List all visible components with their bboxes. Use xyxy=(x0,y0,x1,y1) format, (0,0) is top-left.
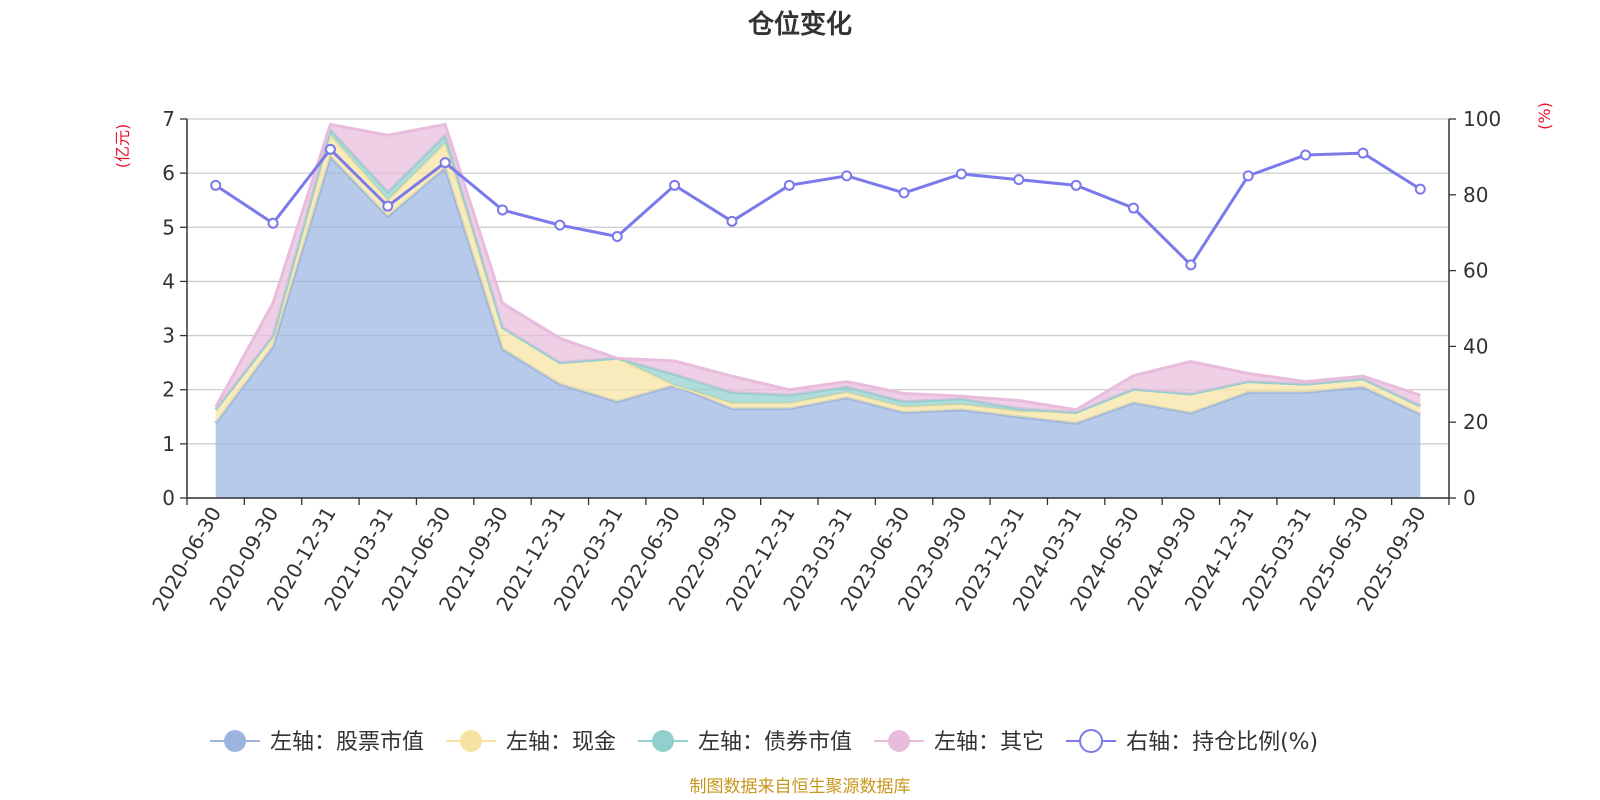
ratio-point xyxy=(1414,183,1426,195)
ratio-point xyxy=(898,187,910,199)
ratio-line-path xyxy=(214,147,1422,268)
legend-marker-icon xyxy=(1079,729,1104,753)
ratio-point xyxy=(841,170,853,182)
legend-label: 左轴：现金 xyxy=(506,730,616,755)
left-tick-label: 1 xyxy=(162,432,175,456)
ratio-point xyxy=(210,179,222,191)
left-tick-label: 3 xyxy=(162,324,175,348)
area-series-1 xyxy=(215,156,1421,498)
ratio-point xyxy=(382,200,394,212)
legend-label: 左轴：其它 xyxy=(934,730,1044,755)
right-tick-label: 80 xyxy=(1463,183,1488,207)
right-tick-label: 20 xyxy=(1463,410,1488,434)
ratio-point xyxy=(439,157,451,169)
ratio-point xyxy=(955,168,967,180)
area-edge-series-3 xyxy=(214,126,1421,414)
right-tick-label: 60 xyxy=(1463,259,1488,283)
chart-title: 仓位变化 xyxy=(747,9,852,40)
area-series-4 xyxy=(215,124,1421,413)
legend-item-3[interactable]: 左轴：债券市值 xyxy=(638,730,852,755)
holding-ratio-line xyxy=(210,143,1426,271)
left-tick-label: 5 xyxy=(162,215,175,239)
ratio-point xyxy=(1185,259,1197,271)
ratio-point xyxy=(554,219,566,231)
ratio-point xyxy=(1070,179,1082,191)
area-edge-series-4 xyxy=(214,122,1421,412)
legend-item-2[interactable]: 左轴：现金 xyxy=(446,730,616,755)
right-tick-label: 40 xyxy=(1463,334,1488,358)
ratio-point xyxy=(611,230,623,242)
right-tick-label: 0 xyxy=(1463,486,1476,510)
ratio-point xyxy=(1128,202,1139,214)
legend-label: 右轴：持仓比例(%) xyxy=(1126,730,1318,755)
ratio-point xyxy=(1013,174,1025,186)
area-series-2 xyxy=(215,135,1421,424)
stacked-areas xyxy=(214,122,1421,498)
left-tick-label: 4 xyxy=(162,269,175,293)
ratio-point xyxy=(497,204,508,216)
left-tick-label: 6 xyxy=(162,161,175,185)
legend-marker-icon xyxy=(652,730,675,752)
left-axis-unit: (亿元) xyxy=(113,124,132,169)
ratio-point xyxy=(783,179,795,191)
legend-marker-icon xyxy=(224,730,246,752)
left-tick-label: 7 xyxy=(162,107,175,131)
legend: 左轴：股票市值 左轴：现金 左轴：债券市值 左轴：其它 右轴：持仓比例(%) xyxy=(210,729,1318,755)
ratio-point xyxy=(267,217,279,229)
ratio-point xyxy=(1357,147,1369,159)
legend-marker-icon xyxy=(460,730,483,752)
ratio-point xyxy=(1242,170,1254,182)
right-tick-label: 100 xyxy=(1463,107,1501,131)
right-axis-unit: (%) xyxy=(1535,102,1554,130)
ratio-point xyxy=(324,143,336,155)
legend-item-4[interactable]: 左轴：其它 xyxy=(874,730,1044,755)
legend-label: 左轴：股票市值 xyxy=(270,730,424,755)
left-tick-label: 2 xyxy=(162,378,175,402)
source-note: 制图数据来自恒生聚源数据库 xyxy=(690,777,911,797)
legend-marker-icon xyxy=(888,730,911,752)
ratio-point xyxy=(726,215,738,227)
left-tick-label: 0 xyxy=(162,486,175,510)
legend-label: 左轴：债券市值 xyxy=(698,730,852,755)
ratio-point xyxy=(1300,149,1312,161)
legend-item-5[interactable]: 右轴：持仓比例(%) xyxy=(1066,729,1318,755)
ratio-point xyxy=(669,179,681,191)
legend-item-1[interactable]: 左轴：股票市值 xyxy=(210,730,424,755)
